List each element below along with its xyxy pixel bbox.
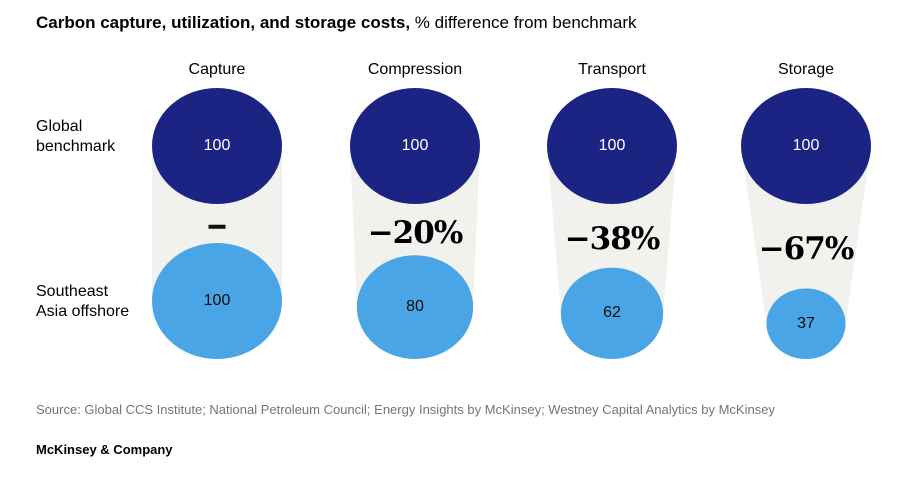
benchmark-bubble-transport [547, 88, 677, 204]
benchmark-value-storage: 100 [792, 137, 820, 154]
column-header-storage: Storage [777, 61, 835, 78]
comparison-value-capture: 100 [203, 292, 231, 309]
benchmark-bubble-storage [741, 88, 871, 204]
benchmark-value-capture: 100 [203, 137, 231, 154]
comparison-bubble-compression [356, 255, 474, 359]
comparison-value-compression: 80 [406, 298, 424, 316]
chart-title: Carbon capture, utilization, and storage… [36, 13, 637, 33]
column-header-transport: Transport [578, 61, 646, 78]
row-label-southeast-asia-offshore: Southeast Asia offshore [36, 283, 130, 321]
difference-label-transport: −38% [564, 220, 661, 257]
benchmark-bubble-compression [350, 88, 480, 204]
chart-title-subtitle: % difference from benchmark [410, 13, 637, 32]
mckinsey-company-logo: McKinsey & Company [36, 442, 173, 457]
comparison-value-transport: 62 [603, 304, 621, 322]
difference-label-compression: −20% [367, 214, 464, 251]
benchmark-bubble-capture [152, 88, 282, 204]
source-note: Source: Global CCS Institute; National P… [36, 402, 775, 417]
no-change-dash-capture [208, 224, 226, 229]
comparison-value-storage: 37 [797, 314, 815, 332]
comparison-bubble-storage [766, 288, 846, 359]
benchmark-value-compression: 100 [401, 137, 429, 154]
row-label-global-benchmark: Global benchmark [36, 118, 116, 156]
benchmark-value-transport: 100 [598, 137, 626, 154]
comparison-bubble-capture [152, 243, 282, 359]
column-header-capture: Capture [188, 61, 246, 78]
comparison-bubble-transport [560, 267, 664, 359]
chart-title-main: Carbon capture, utilization, and storage… [36, 13, 411, 32]
column-header-compression: Compression [367, 61, 463, 78]
difference-label-storage: −67% [758, 231, 855, 268]
